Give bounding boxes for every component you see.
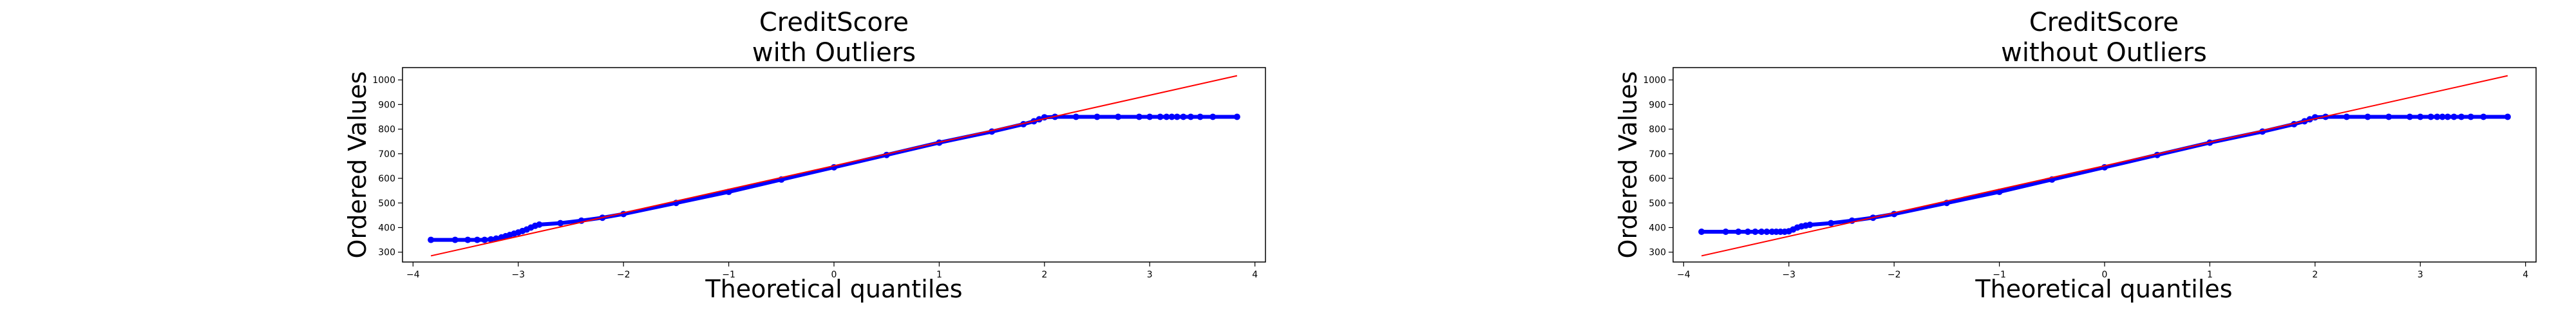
data-point: [2364, 113, 2371, 120]
data-point: [493, 235, 500, 242]
x-tick-label: 0: [2102, 270, 2108, 280]
data-point: [1197, 113, 1204, 120]
data-point: [2434, 113, 2441, 120]
data-point: [2406, 113, 2413, 120]
data-point: [1173, 113, 1180, 120]
y-tick-label: 1000: [1643, 75, 1666, 86]
data-point: [2439, 113, 2446, 120]
data-point: [1233, 113, 1240, 120]
x-tick-label: −1: [722, 270, 735, 280]
data-point: [1828, 220, 1835, 227]
y-tick-label: 400: [1649, 223, 1666, 233]
y-tick-label: 600: [378, 174, 395, 184]
qq-plot-with-outliers: CreditScore with Outliers −4 −3 −2 −1 0 1 2 3 4 3…: [343, 8, 1266, 303]
sample-trace: [429, 115, 1239, 242]
data-point: [2427, 113, 2434, 120]
x-tick-label: 0: [831, 270, 837, 280]
data-point: [1135, 113, 1142, 120]
y-tick-label: 400: [378, 223, 395, 233]
data-point: [1168, 113, 1175, 120]
x-tick-label: −2: [617, 270, 630, 280]
data-point: [2450, 113, 2458, 120]
y-tick-label: 700: [378, 149, 395, 160]
data-point: [1180, 113, 1187, 120]
y-tick-label: 800: [1649, 125, 1666, 135]
chart-title-line-2: with Outliers: [752, 38, 916, 68]
data-point: [2467, 113, 2474, 120]
data-point: [1763, 228, 1770, 235]
data-layer: [1698, 75, 2511, 257]
data-point: [557, 220, 564, 227]
data-point: [1072, 113, 1079, 120]
tick-layer: −4 −3 −2 −1 0 1 2 3 4 300 400 500 600 700 800 900 1000: [1643, 75, 2528, 280]
chart-title-line-1: CreditScore: [2029, 8, 2179, 37]
y-tick-label: 800: [378, 125, 395, 135]
x-axis-label: Theoretical quantiles: [1975, 275, 2232, 303]
data-point: [1722, 228, 1729, 235]
data-point: [2343, 113, 2350, 120]
y-axis-label: Ordered Values: [343, 71, 372, 259]
y-tick-label: 1000: [372, 75, 395, 86]
x-tick-label: 1: [936, 270, 942, 280]
data-point: [536, 221, 543, 228]
data-point: [488, 236, 495, 243]
data-point: [1752, 228, 1759, 235]
data-point: [1745, 228, 1752, 235]
x-tick-label: −4: [1677, 270, 1690, 280]
data-point: [481, 236, 488, 243]
data-point: [1698, 228, 1705, 235]
data-point: [1094, 113, 1101, 120]
data-point: [451, 236, 459, 243]
x-tick-label: 2: [2312, 270, 2318, 280]
x-tick-label: −4: [406, 270, 420, 280]
y-tick-label: 500: [378, 198, 395, 209]
y-tick-label: 900: [378, 100, 395, 110]
data-point: [1163, 113, 1170, 120]
x-tick-label: −2: [1888, 270, 1901, 280]
data-point: [2385, 113, 2392, 120]
x-tick-label: −3: [511, 270, 525, 280]
data-point: [2444, 113, 2451, 120]
y-axis-label: Ordered Values: [1614, 71, 1642, 259]
x-tick-label: 3: [1147, 270, 1153, 280]
y-tick-label: 700: [1649, 149, 1666, 160]
y-tick-label: 900: [1649, 100, 1666, 110]
x-tick-label: 2: [1041, 270, 1047, 280]
data-point: [1209, 113, 1217, 120]
data-point: [1115, 113, 1122, 120]
data-point: [1187, 113, 1194, 120]
data-point: [464, 236, 471, 243]
data-layer: [428, 75, 1240, 257]
data-point: [474, 236, 481, 243]
y-tick-label: 300: [378, 248, 395, 258]
fit-line: [430, 75, 1238, 257]
data-point: [1735, 228, 1742, 235]
data-point: [1157, 113, 1164, 120]
data-point: [428, 236, 435, 243]
x-tick-label: 3: [2418, 270, 2423, 280]
x-tick-label: 4: [1252, 270, 1258, 280]
data-point: [2417, 113, 2424, 120]
y-tick-label: 500: [1649, 198, 1666, 209]
x-tick-label: −1: [1993, 270, 2006, 280]
data-point: [2458, 113, 2465, 120]
x-tick-label: 4: [2523, 270, 2528, 280]
x-axis-label: Theoretical quantiles: [705, 275, 962, 303]
data-point: [2480, 113, 2487, 120]
data-point: [1758, 228, 1765, 235]
data-point: [1806, 221, 1814, 229]
sample-trace: [1700, 115, 2510, 234]
y-tick-label: 600: [1649, 174, 1666, 184]
chart-title-line-2: without Outliers: [2001, 38, 2207, 68]
data-point: [2504, 113, 2511, 120]
y-tick-label: 300: [1649, 248, 1666, 258]
qq-plot-without-outliers: CreditScore without Outliers −4 −3 −2 −1 0 1 2…: [1614, 8, 2537, 303]
fit-line: [1701, 75, 2508, 257]
tick-layer: −4 −3 −2 −1 0 1 2 3 4 300 400 500 600 700 800 900 1000: [372, 75, 1258, 280]
x-tick-label: 1: [2207, 270, 2213, 280]
x-tick-label: −3: [1782, 270, 1795, 280]
chart-title-line-1: CreditScore: [759, 8, 909, 37]
data-point: [1146, 113, 1153, 120]
